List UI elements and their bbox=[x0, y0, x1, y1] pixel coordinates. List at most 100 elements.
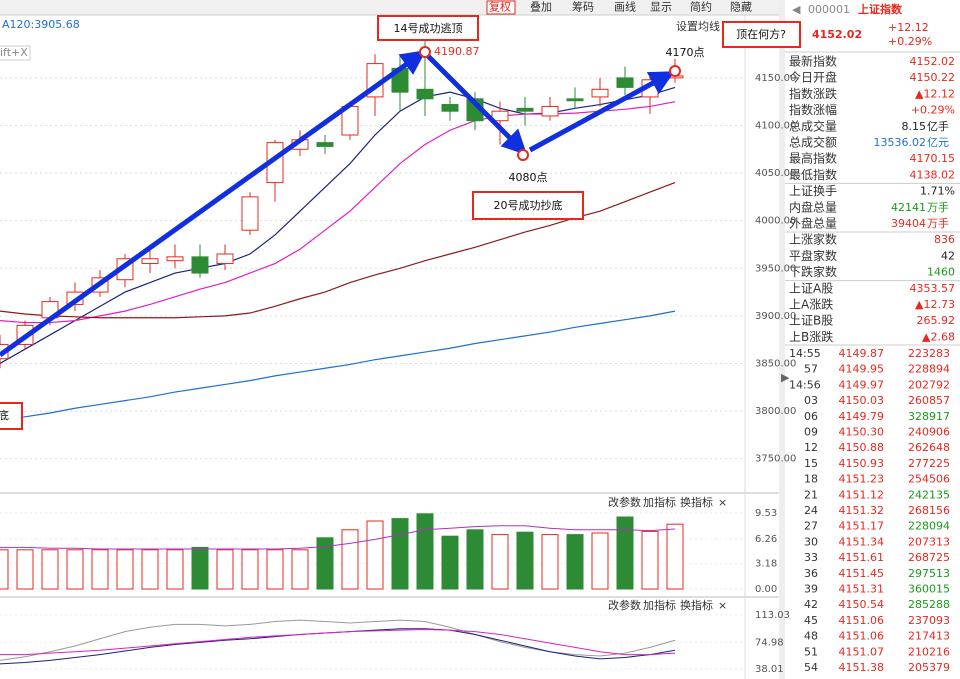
change: +12.12 bbox=[888, 21, 929, 34]
splitter-arrow[interactable]: ▶ bbox=[781, 371, 790, 384]
toolbar-button[interactable]: 显示 bbox=[650, 1, 672, 14]
tick-price: 4151.32 bbox=[839, 504, 885, 517]
tick-volume: 240906 bbox=[908, 426, 950, 439]
tick-time: 57 bbox=[804, 363, 818, 376]
volume-bar bbox=[391, 518, 409, 590]
toolbar-button[interactable]: 复权 bbox=[489, 0, 511, 14]
tick-volume: 268156 bbox=[908, 504, 950, 517]
quote-unit: 亿手 bbox=[927, 119, 949, 133]
tick-volume: 242135 bbox=[908, 488, 950, 501]
volume-bar bbox=[0, 549, 9, 590]
tick-price: 4151.17 bbox=[839, 520, 885, 533]
y-tick-label: 6.26 bbox=[755, 534, 777, 545]
tick-time: 45 bbox=[804, 614, 818, 627]
volume-bar bbox=[291, 549, 309, 590]
indicator-button[interactable]: 改参数 bbox=[608, 495, 641, 509]
y-tick-label: 9.53 bbox=[755, 508, 777, 519]
tick-time: 21 bbox=[804, 488, 818, 501]
tick-price: 4150.30 bbox=[839, 426, 885, 439]
quote-value: ▲12.73 bbox=[915, 298, 955, 311]
candle-body bbox=[416, 88, 434, 100]
volume-bar bbox=[191, 546, 209, 590]
indicator-button[interactable]: 换指标 bbox=[680, 495, 713, 509]
quote-label: 上证换手 bbox=[789, 184, 837, 198]
indicator-line bbox=[0, 619, 676, 661]
indicator-button[interactable]: 加指标 bbox=[643, 598, 676, 612]
splitter[interactable] bbox=[779, 0, 785, 679]
tick-volume: 268725 bbox=[908, 551, 950, 564]
tick-volume: 205379 bbox=[908, 661, 950, 674]
tick-volume: 297513 bbox=[908, 567, 950, 580]
tick-price: 4151.12 bbox=[839, 488, 885, 501]
tick-volume: 328917 bbox=[908, 410, 950, 423]
quote-label: 上A涨跌 bbox=[789, 297, 833, 312]
toolbar-button[interactable]: 筹码 bbox=[572, 0, 594, 14]
quote-label: 内盘总量 bbox=[789, 199, 837, 214]
tick-price: 4151.23 bbox=[839, 473, 885, 486]
tick-time: 33 bbox=[804, 551, 818, 564]
volume-bar bbox=[91, 549, 109, 590]
stock-name: 上证指数 bbox=[858, 2, 903, 16]
candle-body bbox=[616, 77, 634, 88]
toolbar-button[interactable]: 画线 bbox=[614, 0, 636, 14]
toolbar-button[interactable]: 简约 bbox=[690, 0, 712, 14]
ma-line bbox=[0, 310, 676, 422]
quote-value: 1460 bbox=[927, 266, 955, 279]
tick-time: 42 bbox=[804, 598, 818, 611]
quote-label: 平盘家数 bbox=[789, 248, 837, 263]
quote-label: 最新指数 bbox=[789, 54, 837, 69]
volume-bar bbox=[516, 531, 534, 590]
shortcut-hint: ift+X bbox=[0, 46, 28, 59]
indicator-button[interactable]: 改参数 bbox=[608, 598, 641, 612]
candle-body bbox=[541, 105, 559, 117]
volume-bar bbox=[416, 513, 434, 590]
tick-time: 48 bbox=[804, 630, 818, 643]
tick-price: 4150.88 bbox=[839, 441, 885, 454]
ma-line bbox=[0, 101, 676, 324]
toolbar-button[interactable]: 叠加 bbox=[530, 1, 552, 14]
quote-label: 上证B股 bbox=[789, 314, 833, 328]
tick-price: 4150.03 bbox=[839, 394, 885, 407]
y-tick-label: 4100.00 bbox=[755, 120, 796, 131]
candle-body bbox=[191, 256, 209, 274]
tick-price: 4149.97 bbox=[839, 378, 885, 391]
tick-time: 27 bbox=[804, 520, 818, 533]
volume-bar bbox=[66, 549, 84, 590]
quote-label: 指数涨幅 bbox=[789, 102, 837, 117]
toolbar-bg bbox=[0, 0, 780, 15]
indicator-button[interactable]: 加指标 bbox=[643, 495, 676, 509]
quote-value: 8.15 bbox=[902, 120, 927, 133]
tick-volume: 207313 bbox=[908, 535, 950, 548]
quote-value: 4152.02 bbox=[910, 55, 956, 68]
tick-volume: 237093 bbox=[908, 614, 950, 627]
tick-volume: 260857 bbox=[908, 394, 950, 407]
quote-label: 上证A股 bbox=[789, 281, 833, 295]
tick-time: 39 bbox=[804, 583, 818, 596]
tick-price: 4150.54 bbox=[839, 598, 885, 611]
y-tick-label: 38.01 bbox=[755, 664, 784, 675]
y-tick-label: 3.18 bbox=[755, 559, 777, 570]
nav-arrow[interactable]: ◀ bbox=[792, 3, 801, 16]
volume-bar bbox=[541, 534, 559, 590]
quote-label: 最高指数 bbox=[789, 151, 837, 166]
quote-label: 下跌家数 bbox=[789, 264, 837, 279]
quote-unit: 亿元 bbox=[927, 136, 949, 149]
tick-volume: 262648 bbox=[908, 441, 950, 454]
indicator-button[interactable]: × bbox=[718, 496, 727, 509]
tick-price: 4151.06 bbox=[839, 614, 885, 627]
toolbar-button[interactable]: 隐藏 bbox=[730, 1, 752, 14]
ma-line bbox=[0, 86, 676, 365]
indicator-line bbox=[0, 628, 676, 656]
quote-unit: 万手 bbox=[927, 216, 949, 230]
tick-time: 36 bbox=[804, 567, 818, 580]
quote-value: 4170.15 bbox=[910, 152, 956, 165]
ma-settings[interactable]: 设置均线 bbox=[676, 19, 720, 33]
volume-bar bbox=[41, 549, 59, 590]
tick-volume: 228894 bbox=[908, 363, 950, 376]
annotation-bottom: 20号成功抄底 bbox=[494, 198, 563, 212]
quote-value: 265.92 bbox=[917, 314, 956, 327]
indicator-button[interactable]: 换指标 bbox=[680, 598, 713, 612]
annotation-question: 顶在何方? bbox=[736, 27, 786, 41]
candle-body bbox=[516, 107, 534, 112]
indicator-button[interactable]: × bbox=[718, 599, 727, 612]
